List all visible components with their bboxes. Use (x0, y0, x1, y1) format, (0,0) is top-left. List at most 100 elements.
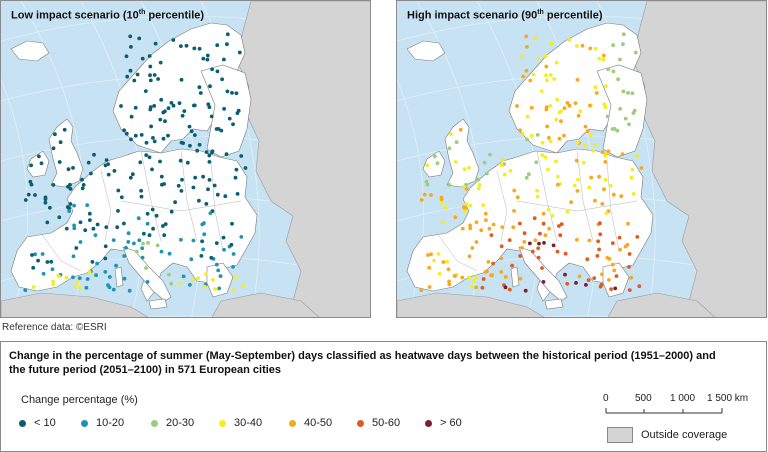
outside-coverage-land (607, 292, 716, 317)
city-point (470, 246, 475, 250)
city-point (116, 188, 121, 193)
city-point (185, 160, 190, 165)
map-high-impact: High impact scenario (90th percentile) (396, 0, 767, 318)
city-point (503, 275, 508, 279)
city-point (85, 277, 90, 281)
city-point (211, 278, 215, 282)
city-point (116, 209, 120, 213)
city-point (447, 279, 451, 284)
city-point (588, 103, 592, 108)
city-point (126, 231, 131, 236)
city-point (533, 238, 538, 243)
city-point (567, 103, 572, 108)
city-point (491, 261, 495, 266)
legend-dot-icon (19, 419, 26, 427)
city-point (503, 285, 508, 290)
city-point (145, 211, 150, 216)
city-point (64, 226, 69, 231)
city-point (610, 262, 615, 267)
city-point (612, 268, 617, 273)
city-point (460, 226, 465, 231)
covered-land (544, 298, 564, 310)
city-point (202, 221, 206, 226)
city-point (531, 72, 536, 77)
panel-title-low-impact: Low impact scenario (10th percentile) (11, 9, 204, 22)
country-border (606, 160, 620, 252)
city-point (167, 251, 172, 256)
city-points (23, 32, 248, 293)
city-point (57, 160, 62, 164)
city-point (57, 274, 61, 278)
city-point (202, 232, 207, 237)
city-point (62, 127, 67, 132)
city-point (536, 56, 541, 61)
city-point (76, 279, 80, 283)
scale-label-1500: 1 500 km (707, 393, 749, 404)
covered-land (148, 298, 168, 310)
city-point (142, 231, 146, 236)
city-point (127, 288, 132, 293)
city-point (193, 133, 197, 138)
city-point (541, 280, 546, 284)
city-point (233, 275, 238, 280)
city-point (103, 244, 108, 249)
city-point (220, 77, 225, 82)
city-point (214, 241, 219, 246)
city-point (152, 139, 157, 144)
city-point (591, 148, 596, 153)
city-point (158, 60, 163, 65)
city-point (587, 238, 592, 243)
city-point (166, 106, 171, 111)
city-point (606, 149, 611, 154)
city-point (151, 226, 156, 231)
city-point (37, 154, 41, 159)
city-point (72, 203, 76, 208)
city-point (190, 278, 195, 282)
city-point (548, 73, 553, 77)
city-point (602, 187, 606, 192)
city-point (549, 41, 554, 46)
city-point (188, 143, 192, 148)
city-point (489, 233, 494, 238)
country-border (436, 232, 478, 272)
city-point (441, 260, 446, 264)
city-point (637, 284, 642, 289)
city-point (511, 225, 516, 230)
legend-label: 40-50 (304, 417, 333, 429)
city-point (584, 143, 588, 148)
legend-label: < 10 (34, 417, 56, 429)
legend-class-30-40: 30-40 (219, 417, 289, 429)
city-point (28, 179, 33, 184)
city-point (429, 252, 433, 257)
city-point (623, 116, 628, 121)
city-point (41, 271, 46, 276)
city-point (111, 238, 116, 243)
city-point (218, 274, 223, 278)
city-point (80, 186, 85, 191)
city-point (169, 209, 174, 214)
city-point (613, 286, 618, 291)
city-point (147, 155, 152, 160)
city-point (215, 192, 220, 197)
scale-label-500: 500 (635, 393, 652, 404)
city-point (148, 73, 152, 78)
city-point (627, 288, 632, 292)
city-point (199, 254, 204, 258)
city-point (132, 241, 136, 246)
city-point (543, 155, 548, 160)
city-point (480, 285, 485, 290)
city-point (523, 288, 528, 293)
city-point (92, 152, 96, 157)
city-point (30, 253, 34, 257)
city-point (453, 274, 457, 278)
city-point (107, 275, 112, 279)
legend-dot-icon (289, 419, 296, 427)
city-point (630, 167, 635, 172)
city-point (538, 231, 542, 236)
city-point (611, 192, 616, 197)
city-point (50, 267, 55, 272)
city-point (563, 272, 567, 277)
city-point (585, 129, 590, 134)
city-point (535, 133, 540, 137)
city-point (83, 228, 88, 233)
